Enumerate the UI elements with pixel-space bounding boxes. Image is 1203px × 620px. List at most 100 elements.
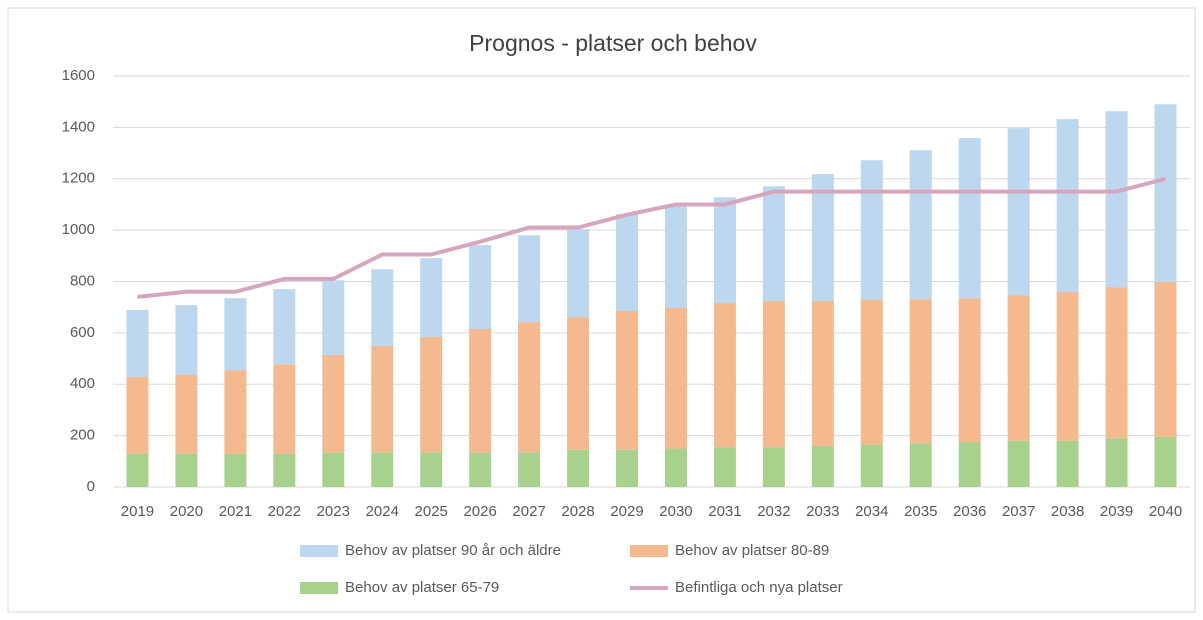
bar	[1154, 104, 1177, 283]
x-tick-label: 2031	[708, 503, 741, 520]
bar	[762, 301, 785, 448]
bar	[175, 375, 198, 454]
legend-swatch	[630, 545, 668, 557]
y-tick-label: 0	[87, 478, 95, 495]
bar	[762, 447, 785, 487]
y-tick-label: 800	[70, 272, 95, 289]
legend-swatch	[300, 582, 338, 594]
bar	[1105, 111, 1128, 288]
chart-title: Prognos - platser och behov	[469, 30, 757, 56]
bar	[469, 452, 492, 487]
bar	[958, 442, 981, 487]
x-tick-label: 2033	[806, 503, 839, 520]
bar	[322, 354, 345, 453]
bar	[420, 336, 443, 453]
x-tick-label: 2034	[855, 503, 888, 520]
bar	[371, 452, 394, 487]
bar	[175, 453, 198, 487]
bar	[273, 453, 296, 487]
bar	[567, 317, 590, 450]
bar	[860, 444, 883, 487]
legend-label: Behov av platser 90 år och äldre	[345, 542, 561, 559]
bar	[860, 160, 883, 300]
x-tick-label: 2023	[317, 503, 350, 520]
bar	[322, 452, 345, 487]
bar	[616, 449, 639, 487]
bar	[1154, 436, 1177, 487]
bar	[1105, 287, 1128, 439]
bar	[126, 310, 149, 378]
bar	[469, 329, 492, 453]
legend-swatch	[300, 545, 338, 557]
x-tick-label: 2021	[219, 503, 252, 520]
x-tick-label: 2039	[1100, 503, 1133, 520]
bar	[713, 303, 736, 448]
bar	[567, 449, 590, 487]
bar	[811, 445, 834, 487]
bar	[762, 186, 785, 302]
x-tick-label: 2019	[121, 503, 154, 520]
bar	[811, 301, 834, 446]
bar	[909, 150, 932, 300]
bar	[1007, 440, 1030, 487]
bar	[1007, 295, 1030, 441]
legend-label: Behov av platser 65-79	[345, 579, 499, 596]
bar	[1154, 282, 1177, 437]
x-tick-label: 2025	[415, 503, 448, 520]
bar	[224, 453, 247, 487]
bar	[224, 298, 247, 371]
bar	[518, 322, 541, 453]
bar	[420, 258, 443, 337]
x-tick-label: 2032	[757, 503, 790, 520]
bar	[1056, 292, 1079, 441]
bar	[273, 289, 296, 365]
x-tick-label: 2030	[659, 503, 692, 520]
bar	[616, 311, 639, 450]
bar	[518, 452, 541, 487]
bar	[469, 245, 492, 330]
bar	[567, 229, 590, 318]
bar	[664, 307, 687, 449]
y-tick-label: 600	[70, 324, 95, 341]
bar	[664, 448, 687, 487]
y-tick-label: 200	[70, 427, 95, 444]
x-tick-label: 2022	[268, 503, 301, 520]
x-tick-label: 2026	[463, 503, 496, 520]
bar	[224, 370, 247, 454]
bar	[664, 205, 687, 308]
y-tick-label: 1000	[62, 221, 95, 238]
chart-border	[7, 7, 1196, 613]
bar	[273, 364, 296, 454]
bar	[322, 280, 345, 355]
bar	[126, 377, 149, 454]
x-tick-label: 2020	[170, 503, 203, 520]
bar	[1007, 128, 1030, 296]
bar	[909, 299, 932, 444]
bar	[175, 305, 198, 376]
bar	[1105, 438, 1128, 487]
x-tick-label: 2024	[366, 503, 399, 520]
bar	[811, 174, 834, 302]
bar	[1056, 440, 1079, 487]
bar	[1056, 119, 1079, 293]
bar	[958, 298, 981, 443]
bar	[126, 453, 149, 487]
x-tick-label: 2040	[1149, 503, 1182, 520]
y-tick-label: 1400	[62, 118, 95, 135]
x-tick-label: 2029	[610, 503, 643, 520]
bar	[518, 235, 541, 323]
bar	[371, 345, 394, 453]
bar	[713, 197, 736, 304]
y-tick-label: 400	[70, 375, 95, 392]
x-tick-label: 2035	[904, 503, 937, 520]
bar	[420, 452, 443, 487]
x-tick-label: 2038	[1051, 503, 1084, 520]
line	[137, 176, 1167, 299]
bar	[958, 138, 981, 299]
x-tick-label: 2037	[1002, 503, 1035, 520]
x-tick-label: 2027	[512, 503, 545, 520]
y-tick-label: 1600	[62, 67, 95, 84]
bar	[616, 214, 639, 312]
